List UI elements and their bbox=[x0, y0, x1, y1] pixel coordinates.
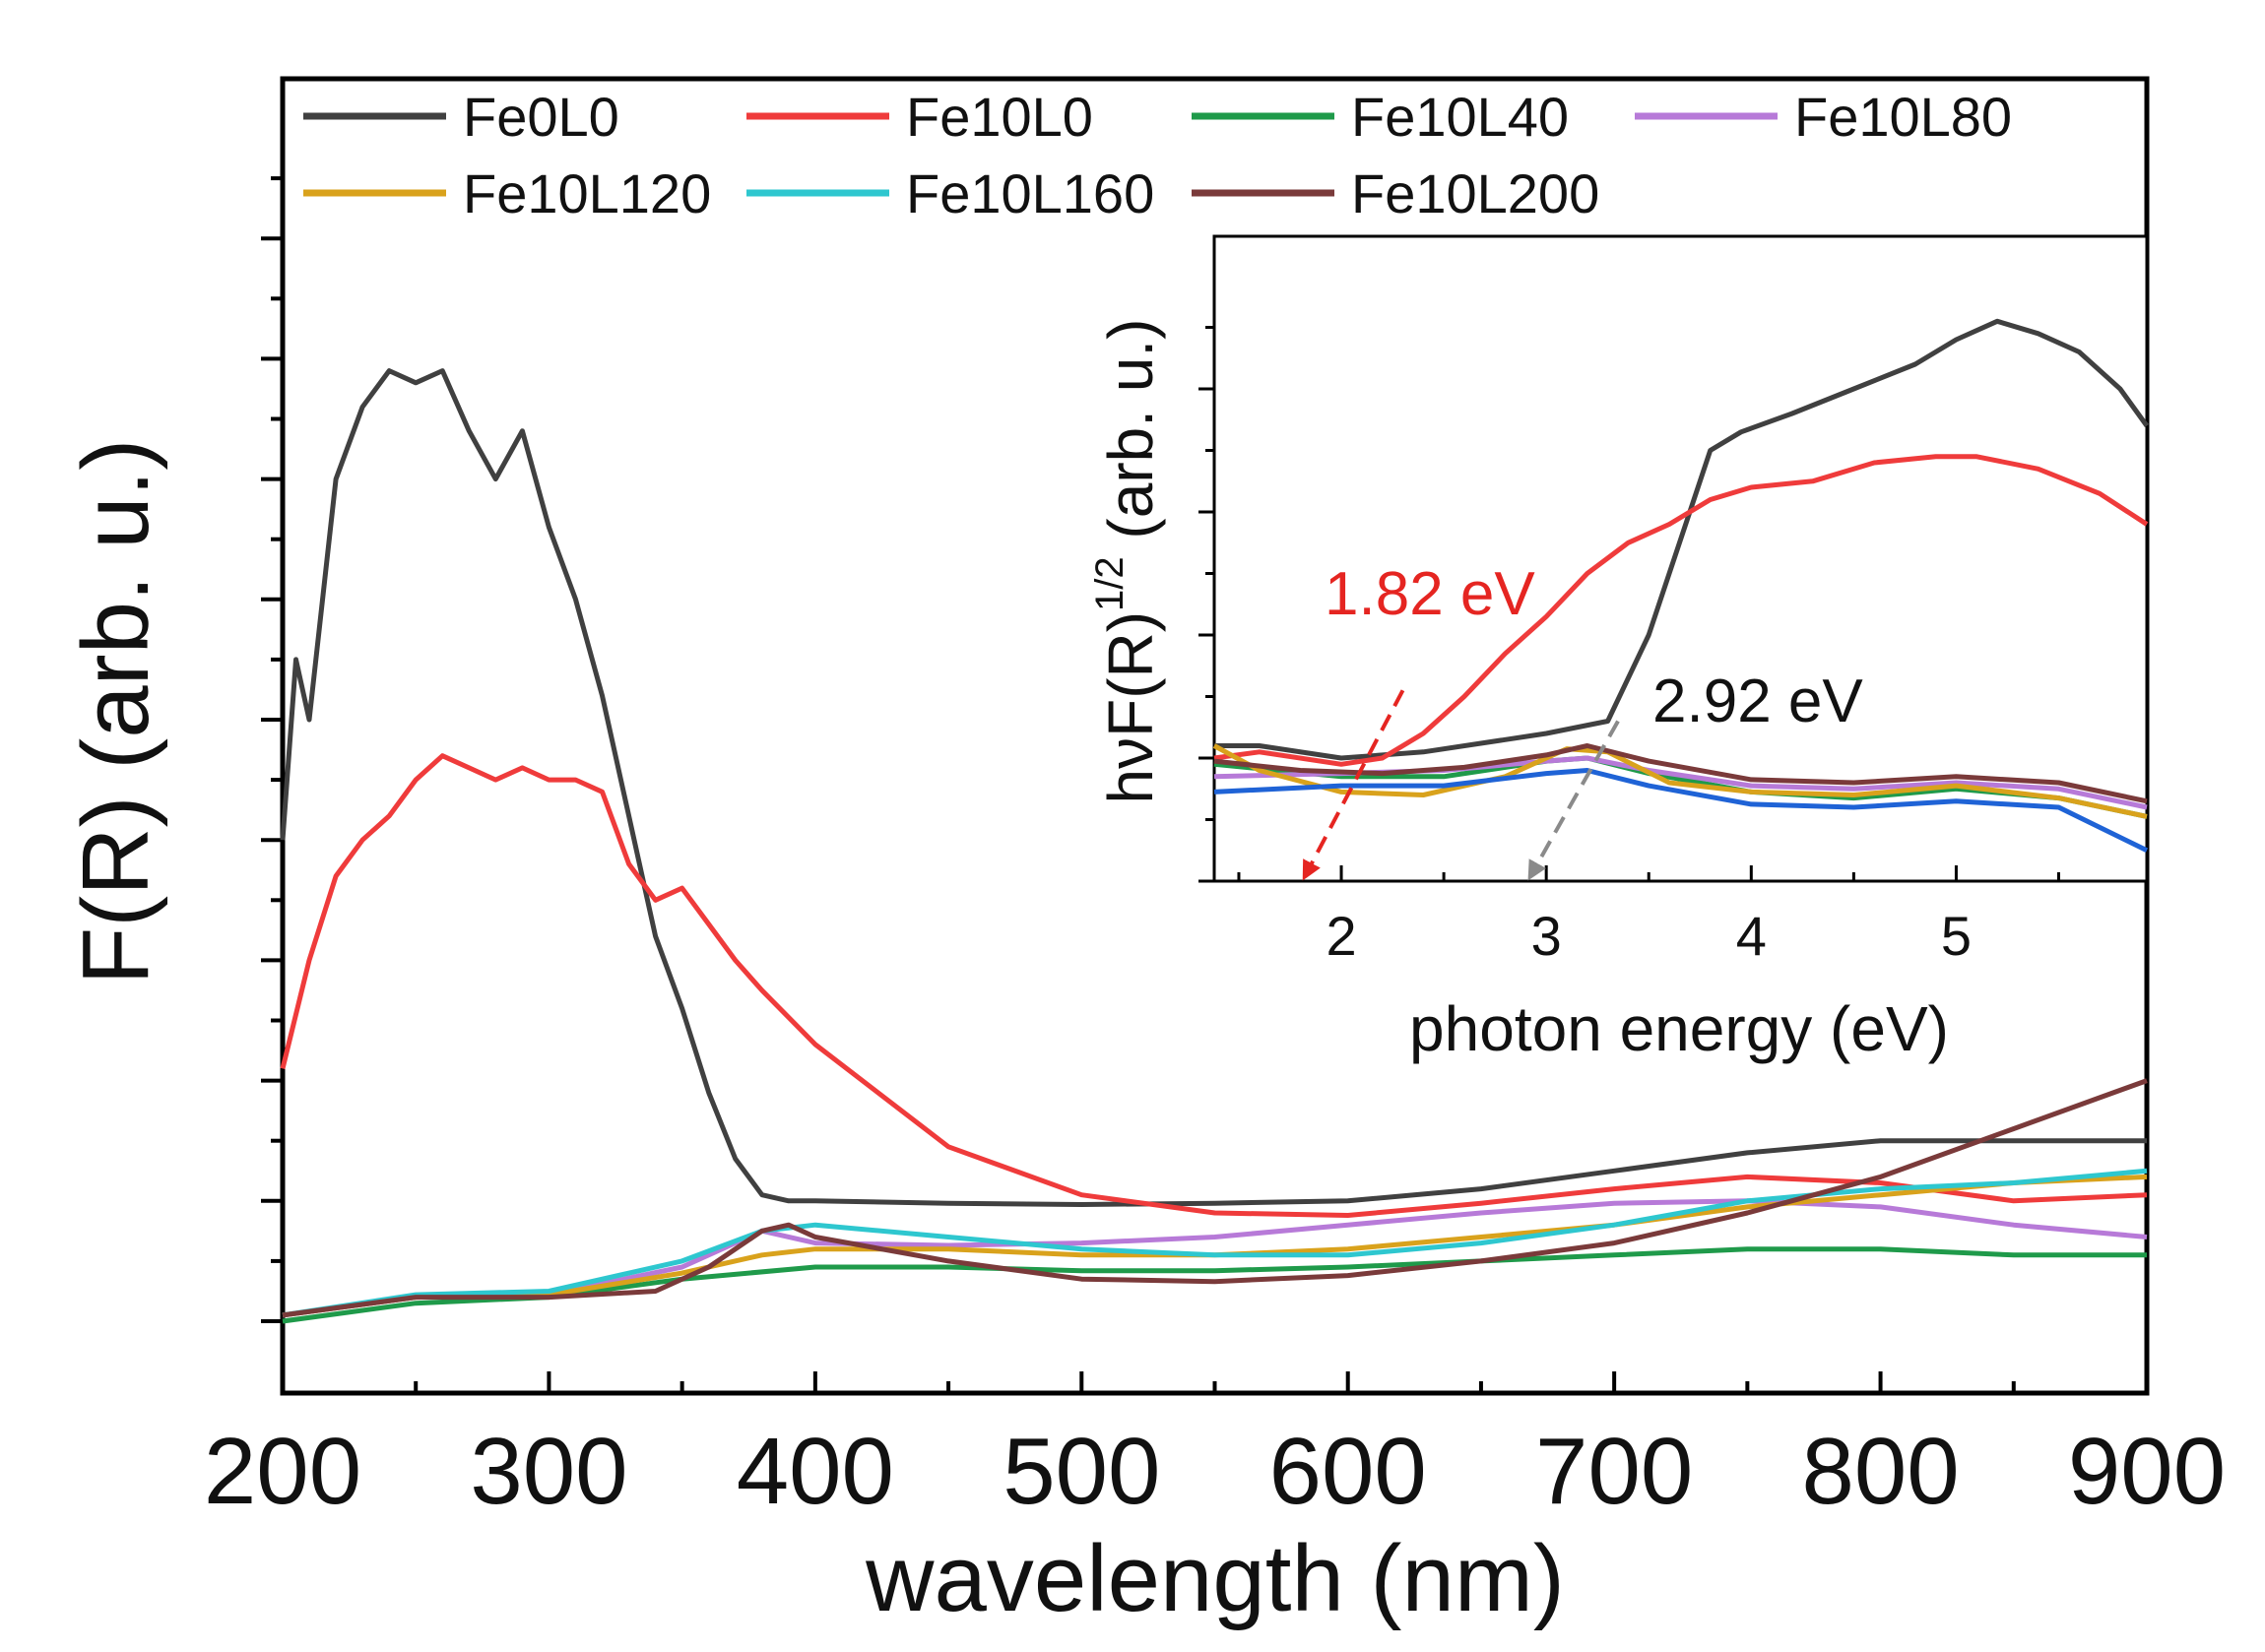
inset-x-tick-label: 2 bbox=[1326, 905, 1356, 967]
main-plot: 200 300 400 500 600 700 800 900 wavelength (nm)… bbox=[63, 76, 2226, 1631]
main-x-tick-label: 800 bbox=[1801, 1419, 1959, 1524]
legend-label: Fe10L200 bbox=[1351, 162, 1599, 224]
inset-annotations: 1.82 eV 2.92 eV bbox=[1302, 560, 1863, 881]
main-series-fe10l80 bbox=[282, 1198, 2148, 1318]
legend-item-fe10l0: Fe10L0 bbox=[746, 86, 1093, 148]
inset-x-tick-label: 5 bbox=[1941, 905, 1972, 967]
main-x-tick-label: 900 bbox=[2068, 1419, 2226, 1524]
main-x-axis-title: wavelength (nm) bbox=[865, 1526, 1565, 1631]
legend-label: Fe10L160 bbox=[906, 162, 1154, 224]
legend-label: Fe10L40 bbox=[1351, 86, 1569, 148]
inset-annotation-arrow-1 bbox=[1302, 689, 1405, 881]
main-series-fe10l200 bbox=[282, 1078, 2148, 1318]
legend-item-fe10l200: Fe10L200 bbox=[1192, 162, 1599, 224]
inset-annotation-arrow-2 bbox=[1527, 720, 1620, 881]
inset-series-fe10l160 bbox=[1213, 768, 2149, 854]
main-series-fe10l120 bbox=[282, 1174, 2148, 1318]
main-x-tick-label: 300 bbox=[470, 1419, 627, 1524]
inset-series-fe0l0 bbox=[1214, 318, 2150, 761]
inset-x-tick-label: 4 bbox=[1736, 905, 1767, 967]
main-series-fe10l40 bbox=[282, 1246, 2147, 1324]
inset-series-group bbox=[1212, 318, 2150, 854]
main-x-tick-label: 600 bbox=[1269, 1419, 1427, 1524]
main-y-axis-title: F(R) (arb. u.) bbox=[63, 439, 168, 985]
inset-x-ticks: 2 3 4 5 bbox=[1237, 865, 2061, 967]
legend-label: Fe10L80 bbox=[1794, 86, 2012, 148]
main-series-fe0l0 bbox=[280, 368, 2147, 1207]
inset-x-tick-label: 3 bbox=[1531, 905, 1562, 967]
legend-label: Fe10L120 bbox=[463, 162, 711, 224]
legend-item-fe10l80: Fe10L80 bbox=[1635, 86, 2012, 148]
legend-label: Fe0L0 bbox=[463, 86, 619, 148]
legend-item-fe10l40: Fe10L40 bbox=[1192, 86, 1569, 148]
inset-y-axis-title-main: hνF(R) bbox=[1095, 611, 1166, 804]
main-x-tick-label: 200 bbox=[204, 1419, 361, 1524]
legend-item-fe10l120: Fe10L120 bbox=[303, 162, 711, 224]
main-y-ticks bbox=[261, 176, 283, 1323]
main-series-group bbox=[280, 368, 2148, 1324]
main-x-tick-label: 500 bbox=[1003, 1419, 1160, 1524]
inset-x-axis-title: photon energy (eV) bbox=[1409, 993, 1949, 1064]
inset-annotation-label-1: 1.82 eV bbox=[1325, 560, 1535, 628]
main-x-tick-label: 700 bbox=[1535, 1419, 1693, 1524]
legend-item-fe0l0: Fe0L0 bbox=[303, 86, 619, 148]
inset-series-fe10l200 bbox=[1213, 743, 2148, 804]
main-series-fe10l0 bbox=[280, 753, 2148, 1218]
legend-label: Fe10L0 bbox=[906, 86, 1093, 148]
inset-y-ticks bbox=[1198, 326, 1214, 883]
main-x-ticks: 200 300 400 500 600 700 800 900 bbox=[204, 1371, 2226, 1524]
inset-y-axis-title-suffix: (arb. u.) bbox=[1095, 319, 1166, 557]
inset-y-axis-title: hνF(R)1/2 (arb. u.) bbox=[1088, 319, 1166, 804]
legend: Fe0L0 Fe10L0 Fe10L40 Fe10L80 Fe10L120 Fe10L16… bbox=[303, 86, 2012, 224]
main-x-tick-label: 400 bbox=[737, 1419, 894, 1524]
inset-annotation-label-2: 2.92 eV bbox=[1652, 667, 1863, 735]
inset-y-axis-title-sup: 1/2 bbox=[1088, 556, 1132, 611]
legend-item-fe10l160: Fe10L160 bbox=[746, 162, 1154, 224]
inset-series-fe10l0 bbox=[1213, 454, 2149, 767]
inset-plot: 2 3 4 5 1.82 eV 2.92 eV photon energy (eV) h… bbox=[1088, 234, 2150, 1064]
